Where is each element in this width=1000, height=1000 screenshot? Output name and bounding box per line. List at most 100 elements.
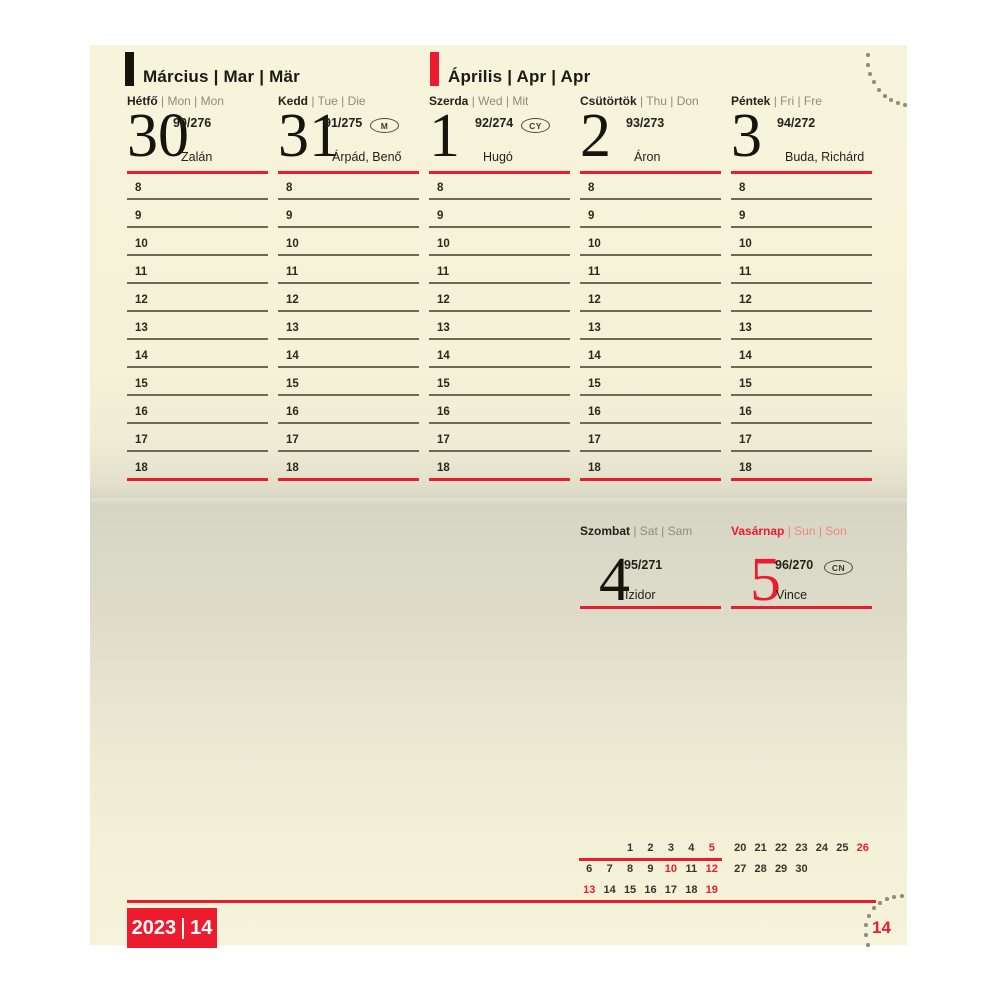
- hour-row: 9: [731, 209, 872, 237]
- hour-label: 8: [135, 182, 142, 194]
- hour-label: 18: [286, 462, 299, 474]
- dot-curve-top: [866, 53, 870, 57]
- mini-calendar-empty: [812, 863, 832, 884]
- hour-label: 14: [286, 350, 299, 362]
- hour-label: 15: [437, 378, 450, 390]
- hour-line: [731, 338, 872, 340]
- mini-calendar-day: 18: [685, 884, 698, 896]
- hour-line: [731, 422, 872, 424]
- weekday-name-alt: | Tue | Die: [308, 94, 366, 108]
- diary-page: Március | Mar | Mär Április | Apr | Apr …: [90, 45, 907, 948]
- hour-label: 8: [286, 182, 293, 194]
- hour-row: 10: [127, 237, 268, 265]
- day-of-year: 91/275: [324, 116, 363, 130]
- name-day: Árpád, Benő: [332, 150, 402, 164]
- hour-row: 17: [278, 433, 419, 461]
- hour-row: 8: [731, 181, 872, 209]
- weekday-name-alt: | Wed | Mit: [468, 94, 529, 108]
- hour-label: 15: [739, 378, 752, 390]
- hour-label: 9: [739, 210, 746, 222]
- weekday-name-hu: Hétfő: [127, 94, 158, 108]
- mini-calendar-day: 16: [644, 884, 657, 896]
- weekend-section: Szombat | Sat | Sam 4 95/271 Izidor Vasárnap…: [90, 498, 907, 945]
- hour-line: [580, 366, 721, 368]
- date-underline: [580, 171, 721, 174]
- hour-label: 11: [739, 266, 752, 278]
- hour-line: [278, 366, 419, 368]
- dot-curve-top: [883, 94, 887, 98]
- hour-line: [580, 394, 721, 396]
- hour-line: [731, 450, 872, 452]
- hour-row: 16: [429, 405, 570, 433]
- mini-calendar-day: 22: [774, 842, 788, 854]
- hour-line: [429, 422, 570, 424]
- mini-calendar-empty: [832, 863, 852, 884]
- hour-line: [127, 254, 268, 256]
- date-number: 1: [429, 102, 460, 170]
- dot-curve-bottom: [864, 923, 868, 927]
- dot-curve-top: [903, 103, 907, 107]
- hour-label: 10: [286, 238, 299, 250]
- hour-row: 12: [278, 293, 419, 321]
- hour-row: 11: [580, 265, 721, 293]
- hour-grid: 8 9 10 11 12 13 14 15 16 17 18: [278, 181, 419, 489]
- hour-line: [127, 450, 268, 452]
- hour-label: 8: [739, 182, 746, 194]
- day-column-sunday: Vasárnap | Sun | Son 5 96/270 CN Vince: [731, 524, 872, 611]
- hour-row: 8: [127, 181, 268, 209]
- hour-label: 16: [437, 406, 450, 418]
- weekday-name-hu: Péntek: [731, 94, 771, 108]
- hour-line: [127, 198, 268, 200]
- mini-calendar-row: 1 2 3 4 5: [579, 842, 722, 863]
- hour-row: 14: [278, 349, 419, 377]
- dot-curve-top: [868, 72, 872, 76]
- dot-curve-bottom: [878, 901, 882, 905]
- hour-label: 16: [286, 406, 299, 418]
- hour-row: 8: [429, 181, 570, 209]
- hour-row: 16: [731, 405, 872, 433]
- month-marker-icon: [430, 52, 439, 86]
- day-of-year: 90/276: [173, 116, 212, 130]
- hour-label: 17: [437, 434, 450, 446]
- dot-curve-top: [889, 98, 893, 102]
- hour-row: 13: [580, 321, 721, 349]
- hour-row: 13: [278, 321, 419, 349]
- name-day: Izidor: [625, 588, 656, 602]
- weekday-header: Szombat | Sat | Sam: [580, 525, 721, 538]
- name-day: Áron: [634, 150, 661, 164]
- hour-line: [429, 282, 570, 284]
- weekday-name-alt: | Sun | Son: [784, 524, 847, 538]
- weekdays-section: Március | Mar | Mär Április | Apr | Apr …: [90, 45, 907, 498]
- mini-calendar-day: 4: [688, 842, 695, 854]
- hour-label: 17: [135, 434, 148, 446]
- footer-rule: [127, 900, 876, 903]
- hour-row: 13: [127, 321, 268, 349]
- hour-line: [731, 394, 872, 396]
- mini-calendar-day: 3: [667, 842, 674, 854]
- mini-calendar-day: 6: [586, 863, 593, 875]
- dot-curve-bottom: [864, 933, 868, 937]
- hour-row: 11: [429, 265, 570, 293]
- mini-calendar-day: 12: [705, 863, 718, 875]
- weekday-name-hu: Csütörtök: [580, 94, 637, 108]
- week-label: 14: [190, 916, 213, 939]
- weekday-name-alt: | Thu | Don: [636, 94, 699, 108]
- hour-row: 17: [580, 433, 721, 461]
- hour-grid: 8 9 10 11 12 13 14 15 16 17 18: [580, 181, 721, 489]
- hour-label: 18: [739, 462, 752, 474]
- mini-calendar-day: 30: [795, 863, 808, 875]
- hour-row: 18: [580, 461, 721, 489]
- hour-line: [580, 310, 721, 312]
- mini-calendar-day: 5: [708, 842, 715, 854]
- hour-line: [580, 198, 721, 200]
- name-day: Zalán: [181, 150, 213, 164]
- weekday-name-hu: Vasárnap: [731, 524, 785, 538]
- hour-line: [731, 310, 872, 312]
- hour-label: 11: [135, 266, 148, 278]
- hour-line: [429, 478, 570, 481]
- hour-label: 12: [286, 294, 299, 306]
- hour-label: 10: [588, 238, 601, 250]
- weekday-name-hu: Szombat: [580, 524, 631, 538]
- dot-curve-bottom: [900, 894, 904, 898]
- hour-row: 9: [429, 209, 570, 237]
